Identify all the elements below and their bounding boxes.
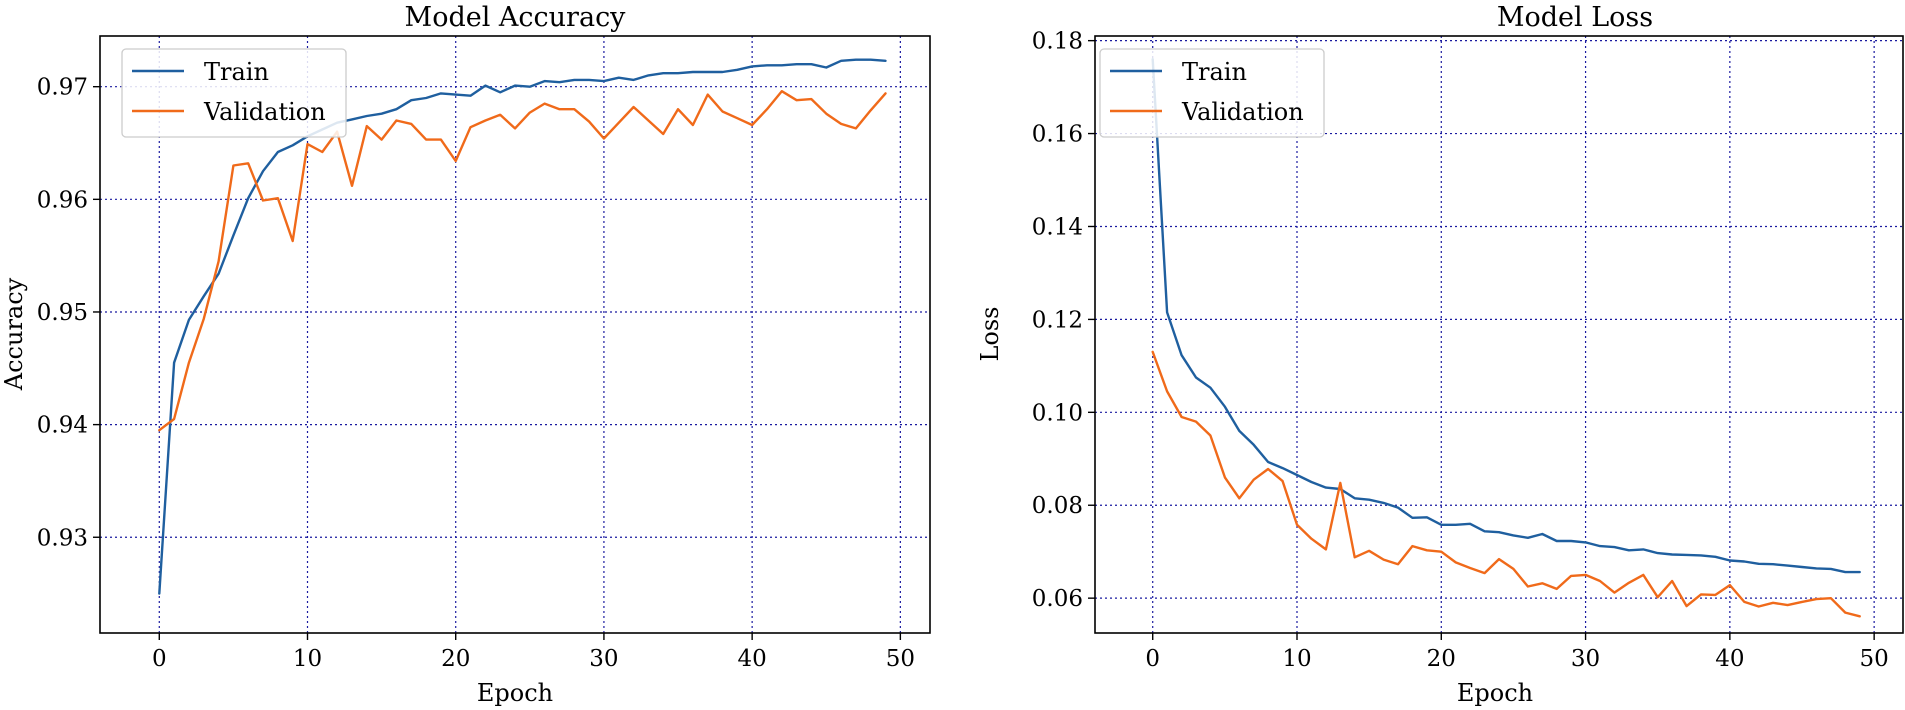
loss-legend: Train Validation (1099, 48, 1325, 138)
loss-legend-validation-label: Validation (1181, 98, 1304, 126)
loss-xtick-label: 50 (1860, 646, 1889, 672)
accuracy-y-axis-label: Accuracy (0, 277, 28, 391)
loss-series (1151, 58, 1861, 618)
accuracy-xtick-label: 20 (441, 646, 470, 672)
loss-chart: Model Loss 0 10 20 30 40 50 0.06 0.08 0.10 0.12 0.… (976, 2, 1904, 707)
loss-xtick-label: 30 (1571, 646, 1600, 672)
accuracy-grid (100, 36, 930, 633)
loss-ytick-label: 0.18 (1032, 29, 1083, 55)
loss-series-train-line (1151, 58, 1861, 574)
loss-ytick-label: 0.16 (1032, 122, 1083, 148)
accuracy-legend: Train Validation (121, 48, 347, 138)
accuracy-x-axis-label: Epoch (477, 679, 553, 707)
loss-ytick-label: 0.14 (1032, 214, 1083, 240)
loss-ytick-label: 0.10 (1032, 400, 1083, 426)
accuracy-xtick-label: 30 (589, 646, 618, 672)
accuracy-ytick-label: 0.93 (37, 525, 88, 551)
accuracy-legend-train-label: Train (204, 58, 269, 86)
accuracy-ytick-label: 0.97 (37, 75, 88, 101)
loss-series-validation-line (1151, 350, 1861, 618)
loss-xtick-label: 10 (1282, 646, 1311, 672)
loss-ticks: 0 10 20 30 40 50 0.06 0.08 0.10 0.12 0.14 0.16 0.18 (1032, 29, 1889, 672)
accuracy-xtick-label: 0 (152, 646, 167, 672)
loss-xtick-label: 0 (1145, 646, 1160, 672)
loss-ytick-label: 0.12 (1032, 307, 1083, 333)
accuracy-ytick-label: 0.95 (37, 300, 88, 326)
loss-xtick-label: 40 (1715, 646, 1744, 672)
accuracy-ytick-label: 0.94 (37, 413, 88, 439)
loss-plot-frame (1094, 35, 1904, 634)
accuracy-plot-frame (99, 35, 931, 634)
loss-legend-train-label: Train (1182, 58, 1247, 86)
loss-ytick-label: 0.06 (1032, 586, 1083, 612)
loss-title: Model Loss (1497, 2, 1653, 33)
accuracy-chart: Model Accuracy 0 10 20 30 40 50 0.93 0.94 0.95 0.… (0, 2, 931, 707)
loss-ytick-label: 0.08 (1032, 493, 1083, 519)
accuracy-xtick-label: 50 (886, 646, 915, 672)
loss-y-axis-label: Loss (976, 306, 1004, 361)
loss-x-axis-label: Epoch (1457, 679, 1533, 707)
accuracy-series-train-line (158, 58, 887, 595)
accuracy-title: Model Accuracy (405, 2, 627, 33)
accuracy-series (158, 58, 887, 595)
accuracy-ticks: 0 10 20 30 40 50 0.93 0.94 0.95 0.96 0.97 (37, 75, 915, 672)
accuracy-series-validation-line (158, 89, 887, 432)
loss-xtick-label: 20 (1427, 646, 1456, 672)
accuracy-ytick-label: 0.96 (37, 187, 88, 213)
accuracy-legend-validation-label: Validation (203, 98, 326, 126)
accuracy-xtick-label: 40 (738, 646, 767, 672)
accuracy-xtick-label: 10 (293, 646, 322, 672)
